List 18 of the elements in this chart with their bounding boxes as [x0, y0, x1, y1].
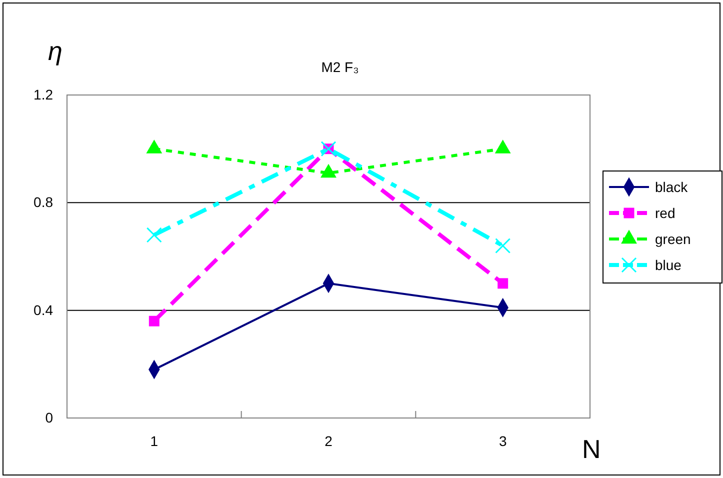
point	[498, 278, 508, 289]
y-tick-label: 1.2	[34, 86, 54, 102]
point	[495, 238, 511, 254]
point	[148, 316, 160, 326]
legend-label: red	[655, 205, 676, 221]
y-axis-title: η	[48, 36, 62, 66]
y-tick-label: 0.8	[34, 194, 54, 210]
legend-label: blue	[655, 257, 682, 273]
x-tick-label: 2	[324, 432, 333, 449]
point	[146, 227, 162, 243]
x-tick-label: 3	[498, 432, 507, 449]
x-tick-label: 1	[150, 432, 158, 449]
y-tick-label: 0	[45, 409, 54, 426]
legend-label: green	[655, 231, 691, 247]
chart-title: M2 F₃	[321, 59, 359, 75]
x-axis-title: N	[582, 434, 601, 464]
y-tick-label: 0.4	[34, 302, 54, 318]
legend-label: black	[655, 179, 689, 195]
